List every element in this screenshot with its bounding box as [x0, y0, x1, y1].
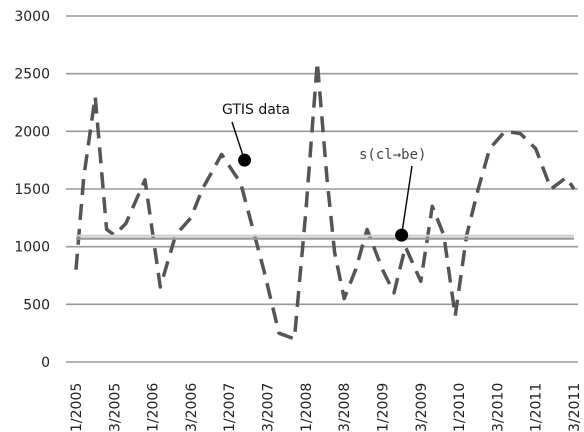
series-layer [74, 60, 576, 341]
x-tick-label: 3/2009 [414, 383, 430, 432]
x-tick-label: 3/2011 [567, 383, 583, 432]
x-tick-label: 3/2010 [490, 383, 506, 432]
x-tick-label: 3/2006 [184, 383, 200, 432]
y-tick-label: 2000 [14, 124, 50, 140]
y-tick-label: 0 [41, 355, 50, 371]
y-tick-label: 1000 [14, 240, 50, 256]
annotation-leader-line [231, 121, 246, 161]
x-tick-label: 1/2006 [146, 383, 162, 432]
annotation-label: s(cl→be) [359, 147, 426, 163]
x-axis-ticks: 1/2005 3/2005 1/2006 3/2006 1/2007 3/2007 1/20… [69, 383, 583, 432]
y-axis-ticks: 0 500 1000 1500 2000 2500 3000 [14, 9, 50, 371]
annotation-marker [238, 153, 252, 167]
x-tick-label: 1/2011 [529, 383, 545, 432]
x-tick-label: 3/2005 [107, 383, 123, 432]
annotation-marker [395, 228, 409, 242]
x-tick-label: 3/2007 [261, 383, 277, 432]
annotations-layer: GTIS data s(cl→be) [222, 102, 426, 242]
y-tick-label: 500 [23, 297, 50, 313]
y-tick-label: 3000 [14, 9, 50, 25]
annotation-label: GTIS data [222, 102, 290, 118]
y-tick-label: 2500 [14, 67, 50, 83]
annotation-leader-line [400, 165, 413, 236]
y-tick-label: 1500 [14, 182, 50, 198]
series-line-gtis [74, 60, 576, 341]
x-tick-label: 1/2005 [69, 383, 85, 432]
x-tick-label: 3/2008 [337, 383, 353, 432]
x-tick-label: 1/2009 [375, 383, 391, 432]
x-tick-label: 1/2008 [299, 383, 315, 432]
gridlines [66, 15, 578, 363]
x-tick-label: 1/2010 [452, 383, 468, 432]
x-tick-label: 1/2007 [222, 383, 238, 432]
